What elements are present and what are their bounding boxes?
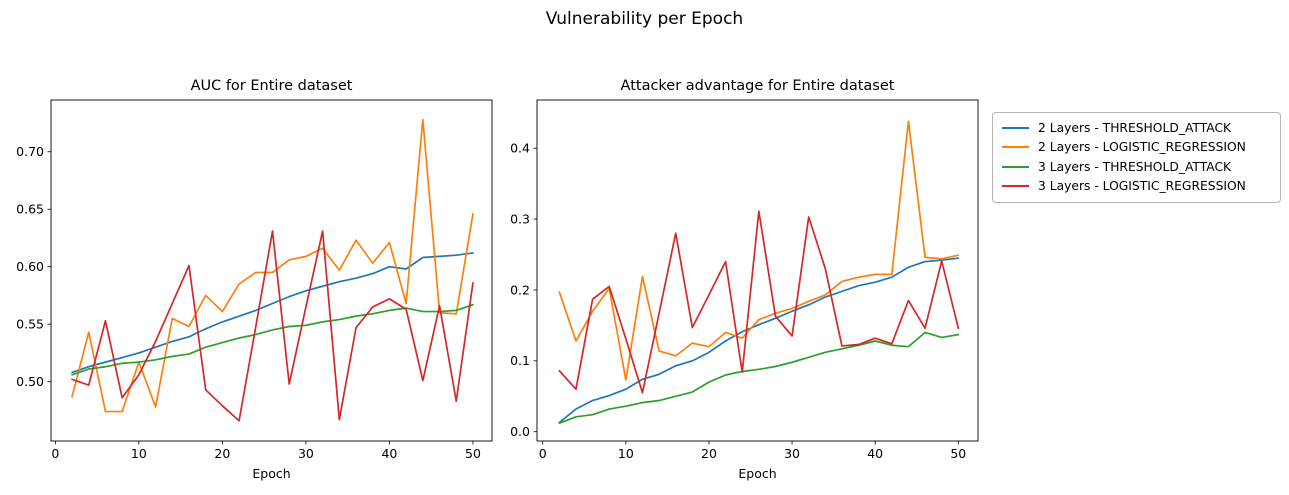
legend-line-swatch <box>1002 146 1029 149</box>
legend-label: 3 Layers - LOGISTIC_REGRESSION <box>1038 179 1246 194</box>
y-tick-label: 0.65 <box>16 202 44 217</box>
auc-plot: 0.50 0.55 0.60 0.65 0.70 0 10 20 30 40 50 <box>16 99 493 461</box>
y-tick-label: 0.55 <box>16 316 44 331</box>
x-tick-label: 50 <box>465 446 481 461</box>
series-line <box>558 120 960 381</box>
legend-entry: 2 Layers - THRESHOLD_ATTACK <box>1002 118 1272 138</box>
auc-plot-xlabel: Epoch <box>252 466 291 481</box>
series-line <box>71 252 474 374</box>
legend-line-swatch <box>1002 126 1029 129</box>
axes-frame <box>536 99 979 442</box>
y-tick-label: 0.1 <box>510 353 530 368</box>
y-tick-label: 0.4 <box>510 140 530 155</box>
y-tick-label: 0.3 <box>510 211 530 226</box>
legend-entry: 2 Layers - LOGISTIC_REGRESSION <box>1002 138 1272 158</box>
series-line <box>71 303 474 376</box>
advantage-plot: 0.0 0.1 0.2 0.3 0.4 0 10 20 30 40 50 <box>510 99 979 461</box>
legend-entry: 3 Layers - LOGISTIC_REGRESSION <box>1002 177 1272 197</box>
figure-suptitle: Vulnerability per Epoch <box>545 9 744 29</box>
x-tick-label: 40 <box>381 446 397 461</box>
x-tick-label: 0 <box>51 446 59 461</box>
x-tick-label: 40 <box>867 446 883 461</box>
x-tick-label: 0 <box>539 446 547 461</box>
y-tick-label: 0.60 <box>16 259 44 274</box>
series-line <box>71 118 474 413</box>
auc-plot-title: AUC for Entire dataset <box>190 78 353 94</box>
legend-label: 2 Layers - LOGISTIC_REGRESSION <box>1038 140 1246 155</box>
y-tick-label: 0.70 <box>16 144 44 159</box>
advantage-plot-xlabel: Epoch <box>738 466 777 481</box>
legend-label: 3 Layers - THRESHOLD_ATTACK <box>1038 159 1232 174</box>
axes-frame <box>50 99 493 442</box>
x-tick-label: 30 <box>298 446 314 461</box>
legend-label: 2 Layers - THRESHOLD_ATTACK <box>1038 120 1232 135</box>
y-tick-label: 0.2 <box>510 282 530 297</box>
advantage-plot-title: Attacker advantage for Entire dataset <box>620 78 895 94</box>
x-tick-label: 50 <box>950 446 966 461</box>
legend: 2 Layers - THRESHOLD_ATTACK 2 Layers - LO… <box>992 112 1281 203</box>
x-tick-label: 10 <box>131 446 147 461</box>
legend-line-swatch <box>1002 165 1029 168</box>
x-tick-label: 10 <box>618 446 634 461</box>
series-line <box>558 257 960 424</box>
series-line <box>71 230 474 422</box>
series-line <box>558 331 960 425</box>
y-tick-label: 0.50 <box>16 374 44 389</box>
legend-line-swatch <box>1002 185 1029 188</box>
x-tick-label: 20 <box>214 446 230 461</box>
x-tick-label: 30 <box>784 446 800 461</box>
y-tick-label: 0.0 <box>510 424 530 439</box>
legend-entry: 3 Layers - THRESHOLD_ATTACK <box>1002 157 1272 177</box>
series-line <box>558 210 960 394</box>
x-tick-label: 20 <box>701 446 717 461</box>
